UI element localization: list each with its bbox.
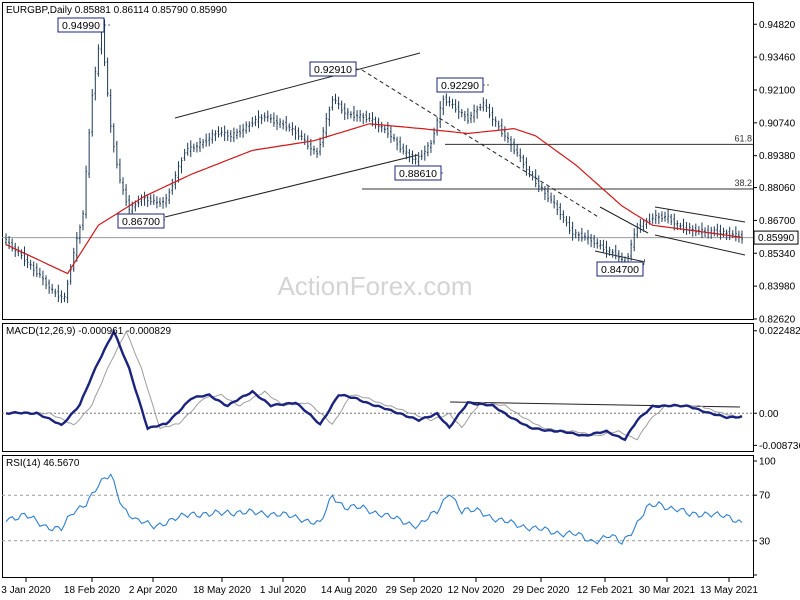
time-tick-label: 2 Apr 2020 [129, 585, 178, 596]
time-tick-label: 3 Jan 2020 [1, 585, 51, 596]
price-tick-label: 0.92100 [759, 85, 796, 96]
price-tick-label: 0.94820 [759, 20, 796, 31]
channel-upper-2021 [654, 206, 746, 223]
watermark: ActionForex.com [277, 271, 472, 301]
macd-axis: 0.022482 0.00 -0.008736 [753, 326, 800, 452]
rsi-tick-label: 30 [759, 536, 771, 547]
falling-trend-line [361, 69, 601, 219]
price-tick-label: 0.89380 [759, 151, 796, 162]
time-tick-label: 12 Feb 2021 [577, 585, 634, 596]
price-candles [5, 19, 743, 304]
price-label: 0.88610 [394, 165, 445, 181]
price-label: 0.94990 [57, 17, 110, 33]
rsi-tick-label: 70 [759, 491, 771, 502]
trend-lines [164, 52, 746, 408]
price-label: 0.92290 [436, 77, 490, 93]
macd-panel-frame [2, 323, 754, 452]
rsi-line [5, 473, 743, 545]
macd-signal-line [6, 330, 743, 441]
time-tick-label: 29 Dec 2020 [513, 585, 570, 596]
channel-lower-2021 [654, 234, 746, 256]
macd-panel-title: MACD(12,26,9) -0.000961 -0.000829 [6, 326, 172, 337]
price-tick-label: 0.93460 [759, 53, 796, 64]
price-label-text: 0.94990 [62, 20, 100, 32]
rsi-panel-title: RSI(14) 46.5670 [6, 458, 80, 469]
macd-tick-label: 0.022482 [759, 326, 800, 337]
rising-channel-lower [164, 154, 419, 218]
time-tick-label: 18 Feb 2020 [64, 585, 121, 596]
price-labels: 0.94990 0.86700 0.92910 0.88610 0.92290 0.847… [57, 17, 646, 277]
price-axis: 0.94820 0.93460 0.92100 0.90740 0.89380 0.880… [753, 20, 796, 326]
price-label-text: 0.84700 [601, 264, 639, 276]
wedge-lower [594, 250, 646, 263]
rsi-axis: 100 70 30 [753, 457, 776, 576]
macd-tick-label: 0.00 [759, 409, 779, 420]
price-label: 0.92910 [309, 61, 362, 77]
price-tick-label: 0.82620 [759, 315, 796, 326]
price-tick-label: 0.85340 [759, 249, 796, 260]
price-label: 0.84700 [596, 256, 646, 277]
time-axis: 3 Jan 2020 18 Feb 2020 2 Apr 2020 18 May 20… [1, 578, 758, 596]
time-tick-label: 1 Jul 2020 [260, 585, 307, 596]
price-tick-label: 0.88060 [759, 183, 796, 194]
fib-61-8-label: 61.8 [734, 133, 752, 143]
moving-average-line [5, 123, 743, 275]
price-label-text: 0.92910 [314, 64, 352, 76]
time-tick-label: 30 Mar 2021 [639, 585, 696, 596]
current-price-tag: 0.85990 [753, 230, 799, 245]
time-tick-label: 29 Sep 2020 [386, 585, 443, 596]
time-tick-label: 12 Nov 2020 [448, 585, 505, 596]
price-tick-label: 0.83980 [759, 282, 796, 293]
price-tick-label: 0.86700 [759, 216, 796, 227]
current-price-value: 0.85990 [758, 233, 795, 244]
price-label: 0.86700 [117, 213, 166, 229]
time-tick-label: 14 Aug 2020 [321, 585, 378, 596]
price-tick-label: 0.90740 [759, 118, 796, 129]
rsi-tick-label: 100 [759, 457, 776, 468]
time-tick-label: 18 May 2020 [193, 585, 251, 596]
macd-tick-label: -0.008736 [759, 441, 800, 452]
price-label-text: 0.86700 [122, 216, 160, 228]
price-panel-frame [2, 2, 754, 320]
price-label-text: 0.88610 [399, 168, 437, 180]
time-tick-label: 13 May 2021 [700, 585, 758, 596]
rsi-panel-frame [2, 455, 754, 578]
price-label-text: 0.92290 [441, 80, 479, 92]
macd-line [5, 328, 743, 442]
fib-38-2-label: 38.2 [734, 178, 752, 188]
price-panel-title: EURGBP,Daily 0.85881 0.86114 0.85790 0.8… [6, 5, 227, 16]
rising-channel-upper [174, 52, 421, 119]
